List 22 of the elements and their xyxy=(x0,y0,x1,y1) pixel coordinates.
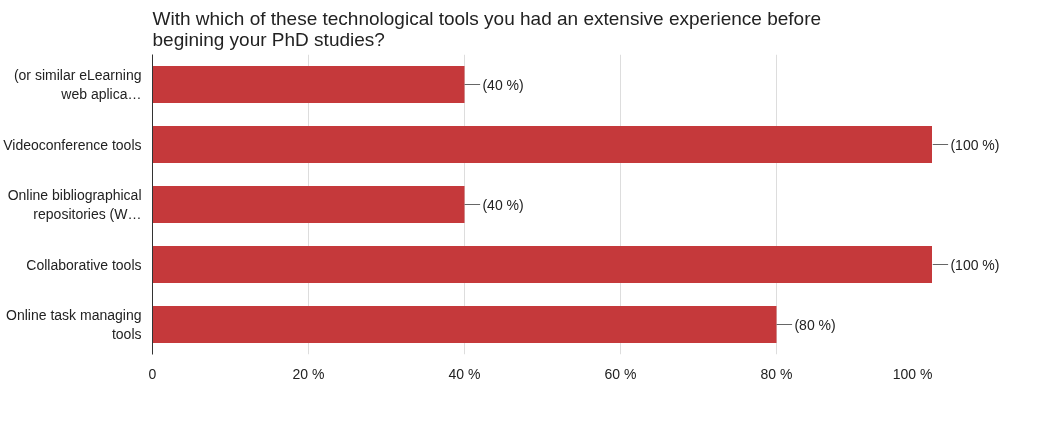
bar xyxy=(152,125,932,164)
y-tick-label: Online bibliographical repositories (W… xyxy=(7,186,142,223)
y-tick-label: (or similar eLearning web aplica… xyxy=(13,66,142,103)
data-label: (40 %) xyxy=(482,76,524,93)
data-label: (100 %) xyxy=(950,256,1000,273)
data-label: (100 %) xyxy=(950,136,1000,153)
data-label: (40 %) xyxy=(482,196,524,213)
x-tick-label: 0 xyxy=(148,365,157,382)
y-tick-label: Videoconference tools xyxy=(3,136,142,153)
bar xyxy=(152,65,465,104)
data-label: (80 %) xyxy=(794,316,836,333)
x-tick-label: 40 % xyxy=(448,365,481,382)
chart-title: With which of these technological tools you had an extensive experience before begining your PhD studies? xyxy=(152,7,822,50)
x-tick-label: 20 % xyxy=(292,365,325,382)
y-tick-label: Online task managing tools xyxy=(6,306,142,343)
bar xyxy=(152,305,777,344)
bar xyxy=(152,185,465,224)
bar xyxy=(152,245,932,284)
x-tick-label: 80 % xyxy=(760,365,793,382)
x-tick-label: 60 % xyxy=(604,365,637,382)
x-tick-label: 100 % xyxy=(892,365,933,382)
y-tick-label: Collaborative tools xyxy=(26,256,142,273)
